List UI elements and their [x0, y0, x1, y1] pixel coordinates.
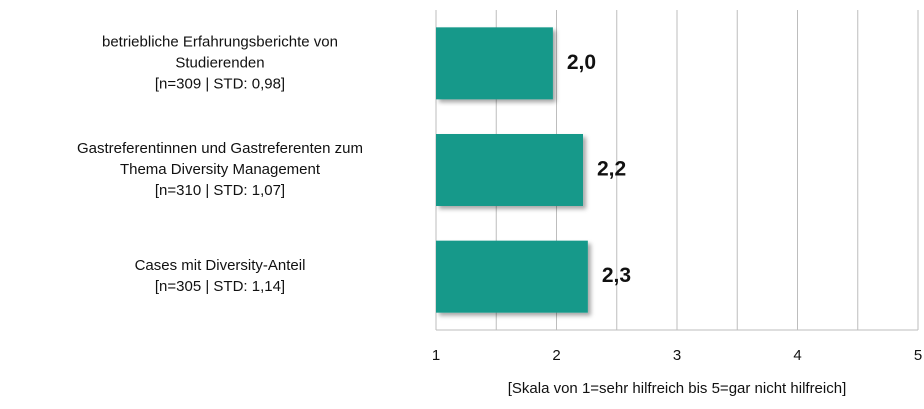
- x-axis-label: [Skala von 1=sehr hilfreich bis 5=gar ni…: [508, 380, 847, 397]
- y-tick-label: [n=310 | STD: 1,07]: [155, 182, 285, 199]
- x-tick-label: 2: [552, 347, 560, 364]
- bar: [436, 134, 584, 206]
- x-tick-label: 1: [432, 347, 440, 364]
- bar: [436, 27, 553, 100]
- value-label: 2,2: [597, 158, 626, 181]
- y-tick-label: betriebliche Erfahrungsberichte von: [102, 33, 338, 50]
- y-tick-label: [n=305 | STD: 1,14]: [155, 278, 285, 295]
- y-tick-label: Cases mit Diversity-Anteil: [135, 257, 306, 274]
- x-tick-label: 5: [914, 347, 922, 364]
- value-label: 2,3: [602, 264, 631, 287]
- x-tick-label: 4: [793, 347, 801, 364]
- bar: [436, 240, 588, 313]
- x-tick-label: 3: [673, 347, 681, 364]
- value-label: 2,0: [567, 51, 596, 74]
- y-tick-label: [n=309 | STD: 0,98]: [155, 75, 285, 92]
- y-tick-label: Gastreferentinnen und Gastreferenten zum: [77, 140, 363, 157]
- y-tick-label: Studierenden: [175, 54, 264, 71]
- y-tick-label: Thema Diversity Management: [120, 161, 321, 178]
